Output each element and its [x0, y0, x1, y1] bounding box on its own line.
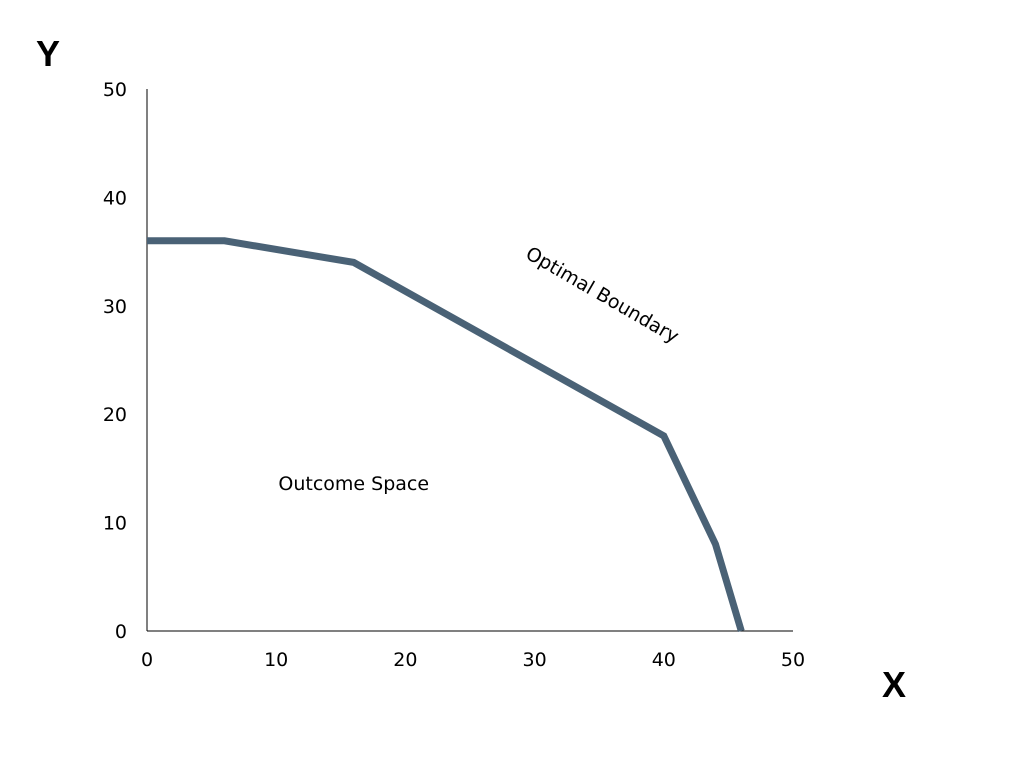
y-tick-labels: 0 10 20 30 40 50: [103, 79, 127, 643]
y-axis-title: Y: [36, 33, 60, 74]
y-tick-label: 40: [103, 187, 127, 209]
y-tick-label: 10: [103, 513, 127, 535]
x-tick-label: 30: [523, 649, 547, 671]
optimal-boundary-line: [147, 237, 745, 632]
y-tick-label: 0: [115, 621, 127, 643]
y-tick-label: 50: [103, 79, 127, 101]
x-tick-label: 10: [264, 649, 288, 671]
y-tick-label: 30: [103, 296, 127, 318]
x-tick-label: 0: [141, 649, 153, 671]
y-tick-label: 20: [103, 404, 127, 426]
x-tick-label: 50: [781, 649, 805, 671]
axes: [146, 89, 793, 632]
x-tick-label: 20: [393, 649, 417, 671]
x-axis-title: X: [882, 664, 906, 705]
annotation-outcome-space: Outcome Space: [278, 473, 429, 495]
x-tick-label: 40: [652, 649, 676, 671]
x-tick-labels: 0 10 20 30 40 50: [141, 649, 805, 671]
annotation-optimal-boundary: Optimal Boundary: [522, 242, 683, 347]
